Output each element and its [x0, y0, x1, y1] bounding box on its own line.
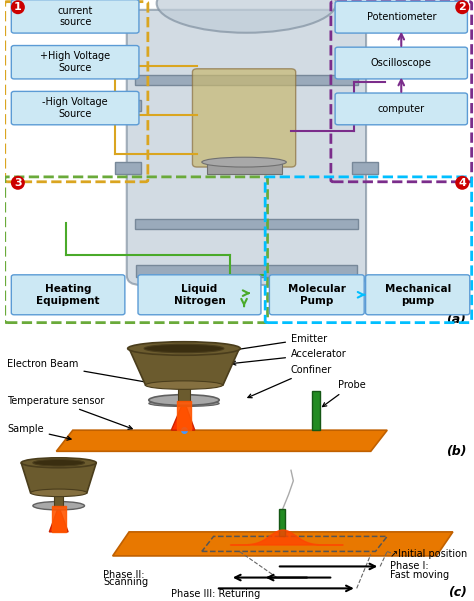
Text: 2: 2	[458, 2, 466, 12]
Text: 3: 3	[14, 178, 22, 188]
FancyBboxPatch shape	[11, 46, 139, 79]
Polygon shape	[129, 349, 239, 385]
Text: Potentiometer: Potentiometer	[366, 12, 436, 22]
Text: computer: computer	[378, 104, 425, 114]
Text: Fast moving: Fast moving	[390, 570, 449, 579]
Polygon shape	[49, 506, 68, 532]
Ellipse shape	[149, 400, 219, 406]
Text: (c): (c)	[448, 587, 467, 600]
Bar	[207, 162, 282, 174]
FancyBboxPatch shape	[335, 47, 467, 79]
Ellipse shape	[144, 344, 224, 353]
Text: 4: 4	[458, 178, 466, 188]
FancyBboxPatch shape	[365, 275, 470, 315]
FancyBboxPatch shape	[138, 275, 261, 315]
Bar	[115, 100, 141, 111]
Ellipse shape	[128, 342, 240, 355]
Bar	[352, 162, 378, 174]
Polygon shape	[171, 401, 195, 430]
Ellipse shape	[202, 157, 286, 167]
Text: Oscilloscope: Oscilloscope	[371, 58, 432, 68]
Text: (a): (a)	[446, 313, 465, 326]
Text: Scanning: Scanning	[103, 578, 148, 587]
Bar	[135, 75, 357, 85]
Bar	[178, 385, 190, 401]
Bar	[115, 162, 141, 174]
Ellipse shape	[146, 381, 223, 389]
Text: Phase I:: Phase I:	[390, 561, 428, 572]
FancyBboxPatch shape	[11, 0, 139, 33]
FancyBboxPatch shape	[335, 1, 467, 33]
Text: Molecular
Pump: Molecular Pump	[288, 284, 346, 305]
Ellipse shape	[21, 458, 96, 468]
Text: Electron Beam: Electron Beam	[7, 359, 167, 387]
Text: Accelerator: Accelerator	[232, 349, 347, 365]
Text: current
source: current source	[57, 5, 93, 27]
Text: Phase III: Returing: Phase III: Returing	[171, 590, 261, 599]
Polygon shape	[56, 430, 387, 451]
Bar	[136, 265, 357, 277]
FancyBboxPatch shape	[335, 93, 467, 125]
FancyBboxPatch shape	[127, 10, 366, 285]
Polygon shape	[113, 532, 453, 556]
Bar	[135, 219, 357, 230]
Text: ↗Initial position: ↗Initial position	[390, 549, 467, 560]
Text: Liquid
Nitrogen: Liquid Nitrogen	[173, 284, 225, 305]
Text: Confiner: Confiner	[248, 365, 332, 398]
Text: Heating
Equipment: Heating Equipment	[36, 284, 100, 305]
FancyBboxPatch shape	[269, 275, 364, 315]
Ellipse shape	[30, 489, 87, 496]
FancyBboxPatch shape	[192, 69, 296, 167]
Text: -High Voltage
Source: -High Voltage Source	[42, 97, 108, 119]
Text: Phase II:: Phase II:	[103, 570, 145, 579]
Text: Emitter: Emitter	[229, 334, 327, 352]
Text: Mechanical
pump: Mechanical pump	[384, 284, 451, 305]
FancyBboxPatch shape	[11, 91, 139, 125]
Text: Probe: Probe	[322, 380, 365, 407]
Text: (b): (b)	[447, 445, 467, 459]
Text: Sample: Sample	[7, 424, 71, 440]
Bar	[54, 493, 64, 506]
Ellipse shape	[149, 395, 219, 406]
Text: 1: 1	[14, 2, 22, 12]
Ellipse shape	[157, 0, 336, 32]
Text: +High Voltage
Source: +High Voltage Source	[40, 52, 110, 73]
Ellipse shape	[33, 501, 84, 510]
Bar	[279, 510, 285, 537]
Polygon shape	[21, 463, 96, 493]
Ellipse shape	[33, 459, 84, 466]
Text: Temperature sensor: Temperature sensor	[7, 395, 132, 429]
Bar	[312, 391, 319, 430]
FancyBboxPatch shape	[11, 275, 125, 315]
